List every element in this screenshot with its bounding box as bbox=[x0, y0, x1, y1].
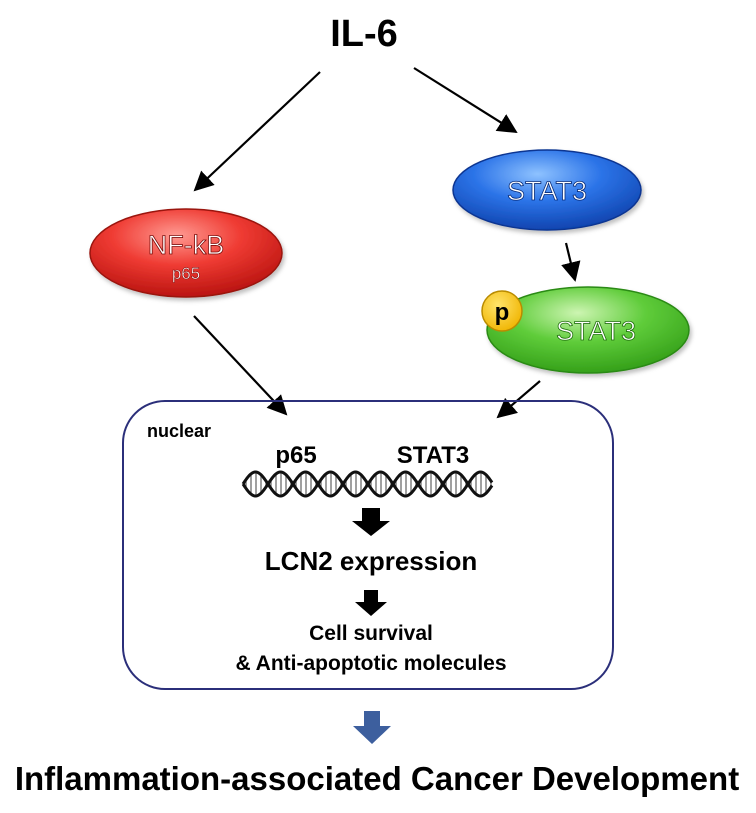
phospho-badge-label: p bbox=[495, 299, 510, 326]
arrow-pstat3-to-nucleus bbox=[496, 380, 541, 419]
arrow-stat3-to-pstat3 bbox=[561, 242, 581, 282]
final-outcome-label: Inflammation-associated Cancer Developme… bbox=[15, 760, 739, 797]
arrow-nfkb-to-nucleus bbox=[193, 315, 288, 416]
stat3-dna-label: STAT3 bbox=[397, 442, 469, 469]
down-arrow-icon bbox=[352, 508, 390, 536]
cell-survival-label: Cell survival bbox=[309, 622, 433, 645]
nfkb-label: NF-kB bbox=[148, 230, 225, 260]
phospho-badge: p bbox=[481, 290, 523, 332]
nfkb-sublabel: p65 bbox=[172, 264, 200, 283]
dna-helix-icon bbox=[241, 470, 494, 498]
anti-apoptotic-label: & Anti-apoptotic molecules bbox=[235, 652, 506, 675]
stat3-label: STAT3 bbox=[507, 176, 587, 206]
stat3-node: STAT3 bbox=[452, 149, 642, 231]
lcn2-expression-label: LCN2 expression bbox=[265, 546, 477, 576]
nfkb-node: NF-kB p65 bbox=[89, 208, 283, 298]
arrow-il6-to-nfkb bbox=[193, 71, 321, 192]
down-arrow-icon bbox=[355, 590, 387, 616]
final-down-arrow-icon bbox=[353, 711, 391, 744]
arrow-il6-to-stat3 bbox=[413, 67, 518, 134]
il6-title: IL-6 bbox=[330, 13, 398, 55]
phospho-stat3-label: STAT3 bbox=[556, 316, 636, 346]
nucleus-label: nuclear bbox=[147, 421, 211, 441]
p65-label: p65 bbox=[275, 442, 316, 469]
nucleus-box bbox=[122, 400, 614, 690]
phospho-stat3-node: STAT3 bbox=[486, 286, 690, 374]
